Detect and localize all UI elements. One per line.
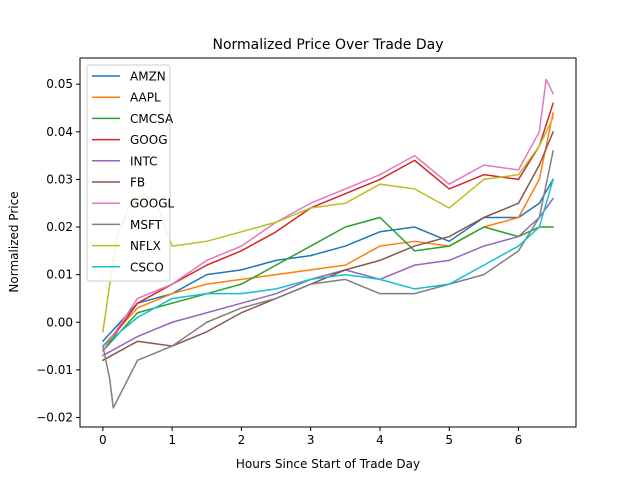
x-tick-label: 2	[238, 433, 246, 447]
chart-title: Normalized Price Over Trade Day	[213, 37, 444, 53]
legend-label-googl: GOOGL	[130, 197, 174, 211]
y-tick-label: −0.02	[36, 410, 73, 424]
x-tick-label: 5	[445, 433, 453, 447]
y-tick-label: 0.05	[46, 77, 73, 91]
y-tick-label: 0.00	[46, 315, 73, 329]
series-line-googl	[102, 78, 554, 352]
legend-label-msft: MSFT	[130, 218, 163, 232]
series-lines	[102, 78, 554, 409]
y-tick-label: 0.04	[46, 125, 73, 139]
x-tick-label: 4	[376, 433, 384, 447]
legend-label-aapl: AAPL	[130, 91, 161, 105]
y-axis-label: Normalized Price	[7, 191, 21, 292]
legend-label-csco: CSCO	[130, 260, 164, 274]
x-axis-ticks: 0 1 2 3 4 5 6	[99, 427, 522, 447]
legend-label-nflx: NFLX	[130, 239, 161, 253]
legend-label-intc: INTC	[130, 154, 158, 168]
y-tick-label: 0.03	[46, 172, 73, 186]
series-line-msft	[102, 150, 554, 409]
legend-label-goog: GOOG	[130, 133, 168, 147]
legend-label-cmcsa: CMCSA	[130, 112, 174, 126]
series-line-amzn	[102, 178, 554, 343]
legend: AMZN AAPL CMCSA GOOG INTC FB GOOGL MSFT NFLX CSCO	[86, 64, 174, 282]
series-line-cmcsa	[102, 216, 554, 352]
series-line-aapl	[102, 112, 554, 347]
series-line-goog	[102, 102, 554, 352]
x-tick-label: 0	[99, 433, 107, 447]
legend-label-amzn: AMZN	[130, 70, 166, 84]
y-tick-label: −0.01	[36, 363, 73, 377]
x-tick-label: 3	[307, 433, 315, 447]
axes-frame	[79, 57, 577, 428]
x-axis-label: Hours Since Start of Trade Day	[236, 457, 420, 471]
legend-label-fb: FB	[130, 176, 145, 190]
series-line-csco	[102, 178, 554, 347]
y-tick-label: 0.02	[46, 220, 73, 234]
x-tick-label: 6	[515, 433, 523, 447]
series-line-fb	[102, 131, 554, 362]
y-axis-ticks: −0.02 −0.01 0.00 0.01 0.02 0.03 0.04 0.05	[36, 77, 80, 424]
y-tick-label: 0.01	[46, 268, 73, 282]
x-tick-label: 1	[168, 433, 176, 447]
